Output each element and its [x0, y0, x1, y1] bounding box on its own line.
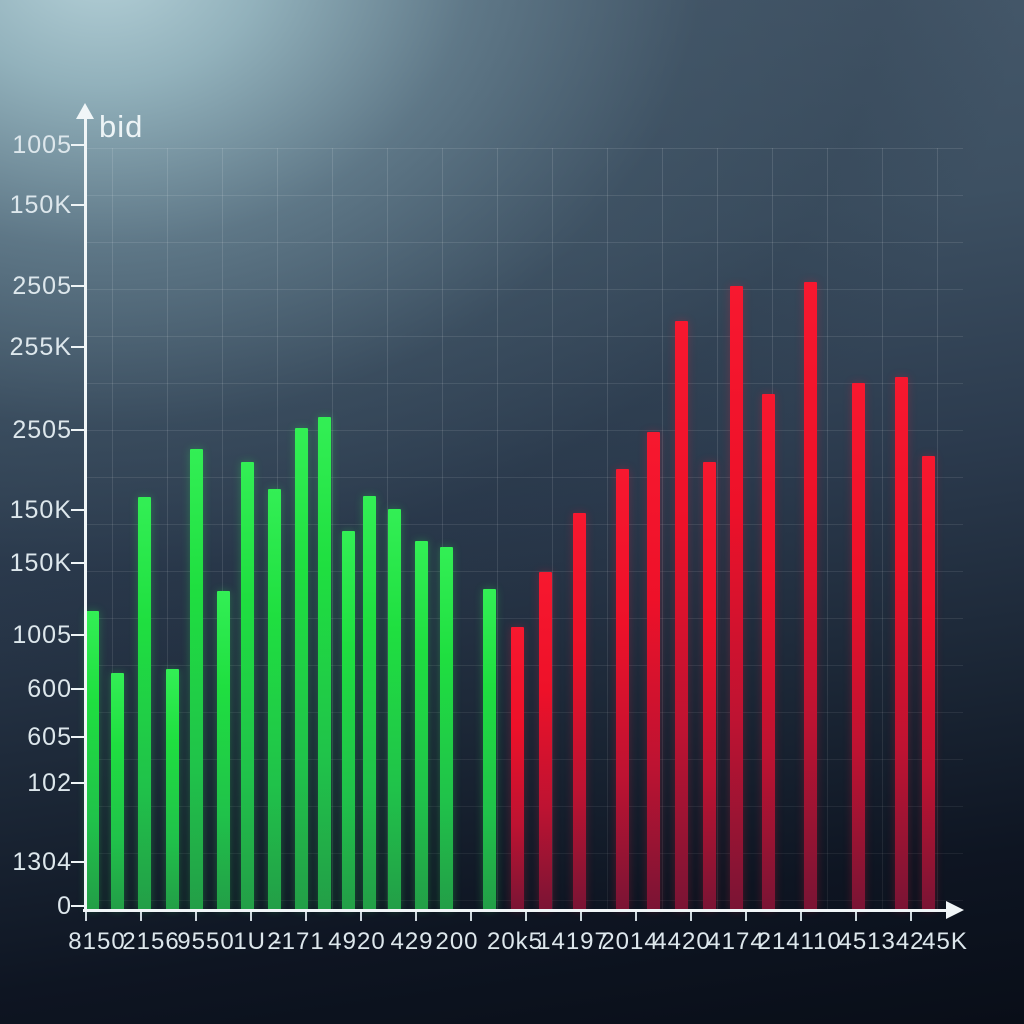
x-axis-tick: [580, 912, 582, 921]
bar-red: [647, 432, 660, 910]
bar-green: [440, 547, 453, 910]
y-axis-tick: [71, 144, 85, 146]
y-axis-tick: [71, 634, 85, 636]
x-axis-label: 9550: [177, 928, 235, 955]
bar-green: [190, 449, 203, 910]
bar-green: [86, 611, 99, 910]
y-axis-tick: [71, 204, 85, 206]
x-axis-label: 20k5: [486, 928, 544, 955]
bar-red: [804, 282, 817, 910]
x-axis-label: 14197: [537, 928, 609, 955]
bar-green: [111, 673, 124, 910]
x-axis-arrow-icon: [946, 901, 964, 919]
y-axis-tick: [71, 688, 85, 690]
y-axis-arrow-icon: [76, 103, 94, 119]
bar-red: [675, 321, 688, 910]
bar-green: [415, 541, 428, 910]
y-axis-label: 102: [27, 769, 72, 797]
y-axis-title: bid: [99, 109, 144, 144]
x-axis-tick: [250, 912, 252, 921]
y-axis-tick: [71, 429, 85, 431]
bar-red: [573, 513, 586, 910]
x-axis-label: 8150: [68, 928, 126, 955]
y-axis-label: 2505: [12, 416, 72, 444]
y-axis-label: 600: [27, 675, 72, 703]
x-axis-label: 451: [838, 928, 882, 955]
x-axis-tick: [800, 912, 802, 921]
x-axis-tick: [525, 912, 527, 921]
bar-red: [762, 394, 775, 910]
x-axis-tick: [360, 912, 362, 921]
y-axis-label: 605: [27, 723, 72, 751]
x-axis-tick: [195, 912, 197, 921]
y-axis-line: [84, 118, 87, 912]
bar-red: [539, 572, 552, 910]
y-axis-tick: [71, 905, 85, 907]
bar-green: [318, 417, 331, 910]
y-axis-label: 150K: [9, 191, 72, 219]
x-axis-tick: [910, 912, 912, 921]
bar-green: [483, 589, 496, 910]
x-axis-label: 21: [757, 928, 787, 955]
bar-green: [241, 462, 254, 910]
x-axis-label: 200: [435, 928, 479, 955]
x-axis-line: [83, 909, 947, 912]
y-axis-tick: [71, 509, 85, 511]
y-axis-label: 1005: [12, 621, 72, 649]
x-axis-label: 4110: [786, 928, 842, 955]
x-axis-label: 1U -: [233, 928, 283, 955]
x-axis-label: 4420: [653, 928, 711, 955]
bar-green: [363, 496, 376, 910]
bar-red: [511, 627, 524, 910]
y-axis-tick: [71, 346, 85, 348]
y-axis-tick: [71, 562, 85, 564]
bar-green: [342, 531, 355, 910]
y-axis-label: 2505: [12, 272, 72, 300]
x-axis-label: 4920: [328, 928, 386, 955]
bar-red: [616, 469, 629, 910]
x-axis-label: 2014: [601, 928, 659, 955]
y-axis-label: 1005: [12, 131, 72, 159]
y-axis-tick: [71, 736, 85, 738]
y-axis-label: 0: [57, 892, 72, 920]
x-axis-tick: [140, 912, 142, 921]
bar-red: [730, 286, 743, 910]
x-axis-tick: [85, 912, 87, 921]
y-axis-label: 255K: [9, 333, 72, 361]
bar-green: [138, 497, 151, 910]
x-axis-label: 45K: [922, 928, 968, 955]
x-axis-label: 2171: [267, 928, 325, 955]
bar-green: [268, 489, 281, 910]
bar-red: [895, 377, 908, 910]
x-axis-label: 2156: [122, 928, 180, 955]
x-axis-tick: [690, 912, 692, 921]
x-axis-tick: [470, 912, 472, 921]
bar-red: [922, 456, 935, 910]
bar-green: [295, 428, 308, 910]
y-axis-label: 1304: [12, 848, 72, 876]
x-axis-tick: [855, 912, 857, 921]
bar-red: [852, 383, 865, 910]
x-axis-label: 342: [881, 928, 925, 955]
bar-red: [703, 462, 716, 910]
y-axis-label: 150K: [9, 549, 72, 577]
y-axis-tick: [71, 285, 85, 287]
x-axis-tick: [305, 912, 307, 921]
bar-green: [217, 591, 230, 910]
x-axis-label: 4174: [707, 928, 765, 955]
bar-green: [166, 669, 179, 910]
x-axis-label: 429: [390, 928, 434, 955]
y-axis-tick: [71, 861, 85, 863]
x-axis-tick: [415, 912, 417, 921]
y-axis-label: 150K: [9, 496, 72, 524]
y-axis-tick: [71, 782, 85, 784]
x-axis-tick: [745, 912, 747, 921]
bar-green: [388, 509, 401, 910]
x-axis-tick: [635, 912, 637, 921]
